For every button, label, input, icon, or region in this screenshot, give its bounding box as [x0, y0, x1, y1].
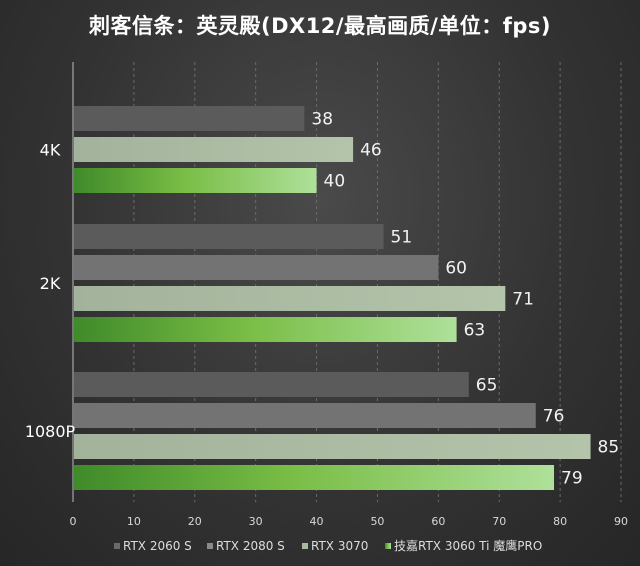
bar-2k-series-1: [74, 224, 384, 249]
bar-2k-series-4: [74, 317, 457, 342]
bar-1080p-series-4: [74, 465, 555, 490]
grid-lines: [72, 62, 622, 502]
legend-label: RTX 2060 S: [123, 539, 192, 553]
legend-swatch: [302, 543, 308, 549]
bar-1080p-series-3: [74, 434, 591, 459]
data-label: 76: [543, 407, 565, 427]
category-label: 1080P: [25, 422, 76, 441]
bar-4k-series-4: [74, 168, 317, 193]
data-label: 40: [324, 172, 346, 192]
x-tick-label: 40: [310, 515, 324, 528]
x-tick-label: 90: [614, 515, 628, 528]
chart-title: 刺客信条：英灵殿(DX12/最高画质/单位：fps): [88, 14, 552, 38]
x-tick-label: 0: [70, 515, 77, 528]
category-label: 2K: [40, 274, 61, 293]
labels: 0 10 20 30 40 50 60 70 80 90 4K 2K 1080P 38 46 40 51 60 71…: [25, 110, 628, 529]
legend-swatch: [114, 543, 120, 549]
legend-label: 技嘉RTX 3060 Ti 魔鹰PRO: [394, 538, 542, 553]
x-tick-label: 70: [492, 515, 506, 528]
data-label: 65: [476, 376, 498, 396]
x-tick-label: 30: [249, 515, 263, 528]
data-label: 46: [360, 141, 382, 161]
legend-label: RTX 2080 S: [216, 539, 285, 553]
x-tick-label: 80: [553, 515, 567, 528]
data-label: 79: [561, 469, 583, 489]
x-tick-label: 50: [370, 515, 384, 528]
category-label: 4K: [40, 141, 61, 160]
bar-4k-series-1: [74, 106, 305, 131]
x-tick-label: 10: [127, 515, 141, 528]
legend-label: RTX 3070: [311, 539, 368, 553]
x-tick-label: 60: [431, 515, 445, 528]
bar-4k-series-3: [74, 137, 354, 162]
data-label: 38: [311, 110, 333, 130]
data-label: 60: [445, 259, 467, 279]
legend: RTX 2060 S RTX 2080 S RTX 3070 技嘉RTX 3060 T…: [114, 538, 542, 553]
bar-2k-series-3: [74, 286, 506, 311]
bar-1080p-series-2: [74, 403, 536, 428]
bar-1080p-series-1: [74, 372, 469, 397]
legend-swatch: [385, 543, 391, 549]
data-label: 51: [391, 228, 413, 248]
data-label: 63: [464, 321, 486, 341]
bar-2k-series-2: [74, 255, 439, 280]
data-label: 85: [598, 438, 620, 458]
data-label: 71: [512, 290, 534, 310]
legend-swatch: [207, 543, 213, 549]
x-tick-label: 20: [188, 515, 202, 528]
bars: [74, 106, 591, 490]
